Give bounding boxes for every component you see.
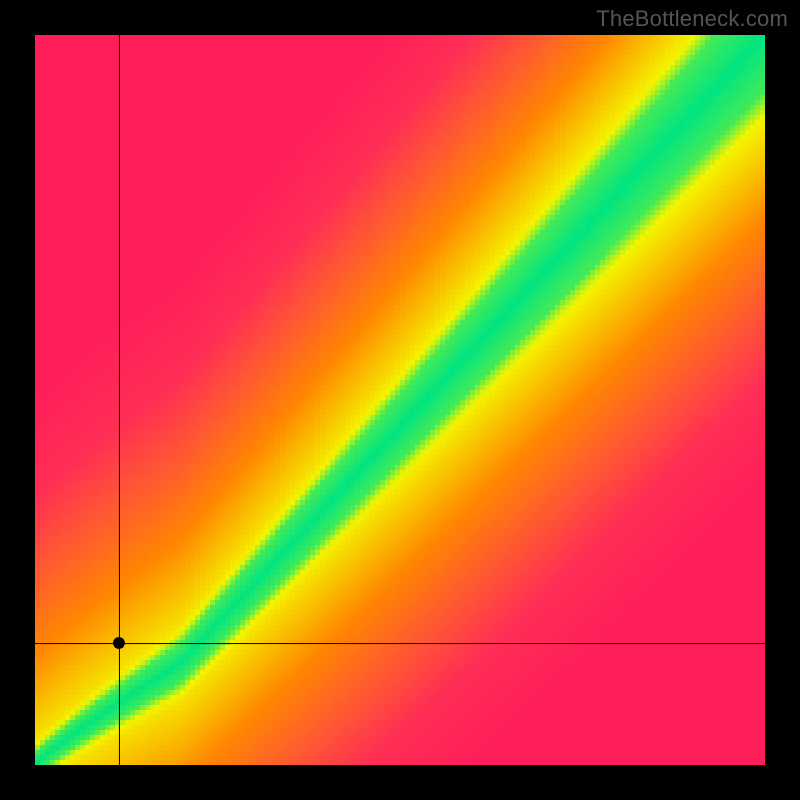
- bottleneck-heatmap: [0, 0, 800, 800]
- watermark-text: TheBottleneck.com: [596, 6, 788, 32]
- chart-container: TheBottleneck.com: [0, 0, 800, 800]
